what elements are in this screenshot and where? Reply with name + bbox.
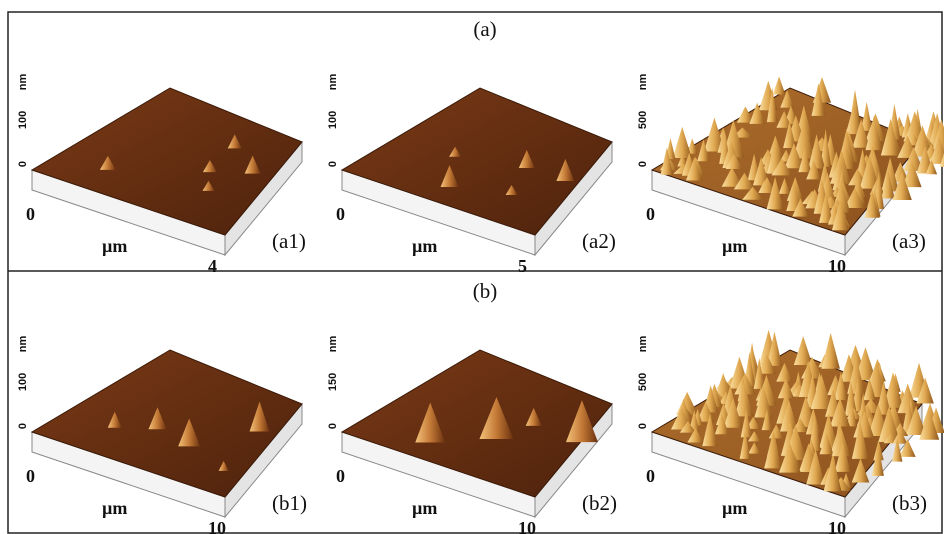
peak (773, 76, 786, 94)
image-label: (a3) (892, 229, 926, 253)
x-unit: µm (102, 498, 127, 518)
image-label: (b2) (582, 491, 617, 515)
x-max: 10 (828, 518, 846, 534)
peak (673, 127, 692, 158)
afm-image: nm 500 0 0 µm 10 (b3) (637, 330, 944, 534)
z-max: 500 (637, 373, 649, 391)
z-zero: 0 (17, 161, 29, 167)
z-unit: nm (17, 336, 29, 353)
x-unit: µm (412, 498, 437, 518)
z-zero: 0 (17, 423, 29, 429)
z-max: 100 (17, 111, 29, 129)
x-unit: µm (722, 236, 747, 256)
x-zero: 0 (26, 204, 35, 224)
z-zero: 0 (637, 161, 649, 167)
panel-label: (b) (473, 279, 498, 303)
image-label: (a1) (272, 229, 306, 253)
surface (32, 88, 302, 235)
z-max: 500 (637, 111, 649, 129)
x-zero: 0 (336, 466, 345, 486)
x-unit: µm (102, 236, 127, 256)
surface (342, 88, 612, 235)
image-label: (b1) (272, 491, 307, 515)
x-unit: µm (412, 236, 437, 256)
z-zero: 0 (327, 161, 339, 167)
z-max: 150 (327, 373, 339, 391)
x-max: 10 (828, 256, 846, 276)
x-zero: 0 (336, 204, 345, 224)
x-max: 4 (208, 256, 217, 276)
afm-image: nm 100 0 0 µm 10 (b1) (17, 336, 307, 534)
image-label: (b3) (892, 491, 927, 515)
peak (821, 333, 840, 369)
z-unit: nm (637, 74, 649, 91)
image-label: (a2) (582, 229, 616, 253)
afm-image: nm 100 0 0 µm 5 (a2) (327, 74, 616, 276)
z-max: 100 (327, 111, 339, 129)
surface (342, 350, 612, 497)
x-max: 10 (518, 518, 536, 534)
afm-image: nm 100 0 0 µm 4 (a1) (17, 74, 306, 276)
z-unit: nm (637, 336, 649, 353)
z-zero: 0 (637, 423, 649, 429)
z-max: 100 (17, 373, 29, 391)
x-zero: 0 (646, 204, 655, 224)
figure: (a)nm10000µm4(a1)nm10000µm5(a2)nm50000µm… (0, 0, 944, 534)
z-unit: nm (17, 74, 29, 91)
afm-image: nm 500 0 0 µm 10 (a3) (637, 74, 944, 276)
panel-label: (a) (473, 17, 496, 41)
x-unit: µm (722, 498, 747, 518)
z-zero: 0 (327, 423, 339, 429)
x-max: 5 (518, 256, 527, 276)
z-unit: nm (327, 336, 339, 353)
z-unit: nm (327, 74, 339, 91)
x-max: 10 (208, 518, 226, 534)
afm-image: nm 150 0 0 µm 10 (b2) (327, 336, 617, 534)
x-zero: 0 (26, 466, 35, 486)
peak (794, 336, 813, 365)
x-zero: 0 (646, 466, 655, 486)
